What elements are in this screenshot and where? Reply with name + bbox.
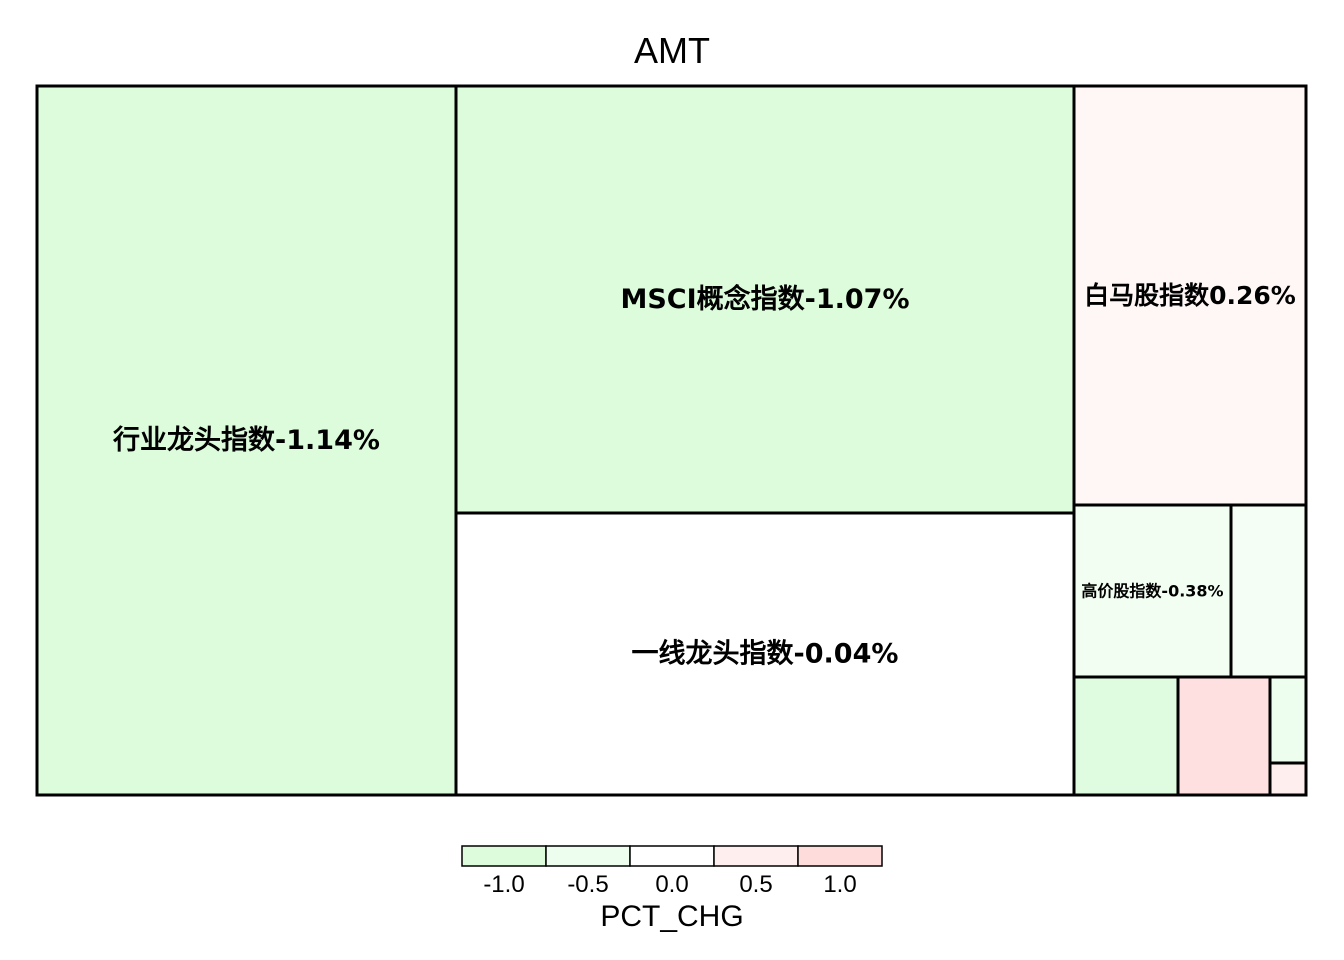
treemap-tile-rect xyxy=(35,84,458,797)
treemap-tile: 白马股指数0.26% xyxy=(1072,84,1308,507)
treemap-tile-rect xyxy=(1072,84,1308,507)
treemap-tile-rect xyxy=(454,511,1076,797)
treemap-tile: 行业龙头指数-1.14% xyxy=(35,84,458,797)
treemap-tile-label: 一线龙头指数-0.04% xyxy=(632,639,899,670)
legend-title: PCT_CHG xyxy=(600,900,744,933)
treemap-tile xyxy=(1072,675,1180,797)
treemap-tile-rect xyxy=(1268,761,1308,797)
legend-swatch xyxy=(797,845,883,867)
treemap-tile-label: 行业龙头指数-1.14% xyxy=(112,424,380,456)
legend-tick-label: 1.0 xyxy=(823,871,856,898)
treemap-tile: 一线龙头指数-0.04% xyxy=(454,511,1076,797)
legend-swatch xyxy=(629,845,715,867)
treemap-tile: 高价股指数-0.38% xyxy=(1072,503,1233,679)
legend-tick-label: 0.0 xyxy=(655,871,688,898)
treemap-tile-rect xyxy=(1072,675,1180,797)
legend-tick-label: -0.5 xyxy=(567,871,608,898)
treemap-tile xyxy=(1229,503,1308,679)
treemap-tile-rect xyxy=(1229,503,1308,679)
treemap-tile-label: 高价股指数-0.38% xyxy=(1081,582,1223,601)
treemap-tile-label: 白马股指数0.26% xyxy=(1084,281,1296,310)
treemap-tile-label: MSCI概念指数-1.07% xyxy=(620,283,909,315)
legend-tick-label: 0.5 xyxy=(739,871,772,898)
treemap-tile xyxy=(1268,761,1308,797)
legend-tick-label: -1.0 xyxy=(483,871,524,898)
legend-swatch xyxy=(545,845,631,867)
legend-swatch xyxy=(713,845,799,867)
chart-title: AMT xyxy=(634,30,710,71)
legend-swatch xyxy=(461,845,547,867)
